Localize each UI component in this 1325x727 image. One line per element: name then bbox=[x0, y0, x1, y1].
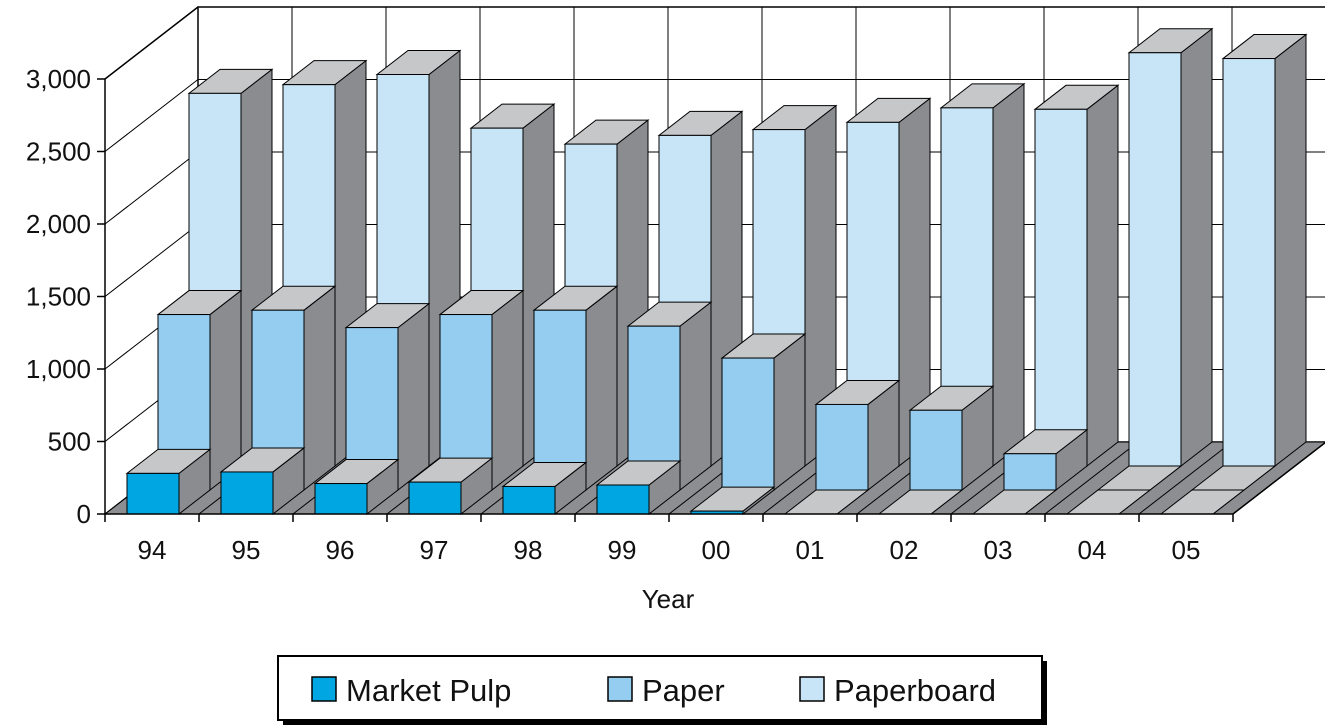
x-tick-label: 96 bbox=[326, 535, 355, 565]
bar-side bbox=[1086, 84, 1119, 468]
bar bbox=[908, 385, 995, 492]
bar bbox=[1002, 428, 1089, 492]
y-tick-label: 500 bbox=[48, 427, 91, 457]
bar-front bbox=[1003, 453, 1057, 491]
bar bbox=[407, 457, 494, 516]
x-tick-label: 95 bbox=[232, 535, 261, 565]
bar-front bbox=[815, 403, 869, 491]
floor-grid-line bbox=[1044, 441, 1139, 515]
legend-box bbox=[277, 655, 1043, 721]
x-tick-label: 01 bbox=[796, 535, 825, 565]
x-axis-title: Year bbox=[642, 584, 695, 614]
x-tick-label: 94 bbox=[138, 535, 167, 565]
bar-side bbox=[397, 302, 430, 492]
bar-front bbox=[1222, 58, 1276, 467]
x-tick-label: 05 bbox=[1172, 535, 1201, 565]
legend-item: Paperboard bbox=[799, 673, 996, 708]
bar-front bbox=[596, 484, 650, 515]
bar-side bbox=[585, 285, 618, 492]
legend-label: Market Pulp bbox=[346, 673, 511, 708]
bar-front bbox=[909, 409, 963, 491]
bar bbox=[125, 448, 212, 516]
bar-front bbox=[1034, 108, 1088, 467]
bar-side bbox=[1180, 27, 1213, 468]
bar-side bbox=[992, 82, 1025, 468]
bar bbox=[814, 379, 901, 492]
bar-side bbox=[491, 289, 524, 492]
bar-front bbox=[220, 471, 274, 515]
legend-swatch bbox=[799, 676, 825, 702]
x-tick-label: 97 bbox=[420, 535, 449, 565]
bar-side bbox=[773, 333, 806, 492]
grid-line-side bbox=[104, 79, 199, 152]
x-tick-label: 00 bbox=[702, 535, 731, 565]
bar-side bbox=[1274, 33, 1307, 468]
grid-line-side bbox=[104, 151, 199, 225]
bar-front bbox=[533, 309, 587, 491]
side-wall-edge bbox=[104, 6, 199, 80]
bar bbox=[438, 289, 525, 492]
bar-front bbox=[721, 357, 775, 491]
legend-label: Paper bbox=[642, 673, 725, 708]
x-tick-label: 02 bbox=[890, 535, 919, 565]
y-tick-label: 2,000 bbox=[26, 209, 91, 239]
bar-front bbox=[502, 485, 556, 515]
floor-front-edge bbox=[1232, 441, 1325, 515]
y-tick-label: 2,500 bbox=[26, 137, 91, 167]
legend-swatch bbox=[311, 676, 337, 702]
bar bbox=[1127, 27, 1214, 468]
legend: Market Pulp Paper Paperboard bbox=[277, 655, 1047, 725]
bar-front bbox=[1128, 52, 1182, 467]
y-tick-label: 1,000 bbox=[26, 354, 91, 384]
legend-item: Paper bbox=[607, 673, 725, 708]
chart-bars bbox=[125, 27, 1308, 516]
floor-grid-line bbox=[1138, 441, 1233, 515]
bar bbox=[532, 285, 619, 492]
bar-front bbox=[408, 481, 462, 515]
y-tick-label: 1,500 bbox=[26, 282, 91, 312]
bar-front bbox=[126, 472, 180, 515]
y-tick-label: 0 bbox=[77, 499, 91, 529]
bar bbox=[1221, 33, 1308, 468]
bar-side bbox=[303, 285, 336, 492]
bar bbox=[501, 461, 588, 516]
legend-label: Paperboard bbox=[834, 673, 996, 708]
legend-swatch bbox=[607, 676, 633, 702]
bar-front bbox=[314, 483, 368, 515]
x-tick-label: 98 bbox=[514, 535, 543, 565]
bar bbox=[1033, 84, 1120, 468]
bar-side bbox=[679, 301, 712, 492]
bar bbox=[313, 458, 400, 516]
x-tick-label: 99 bbox=[608, 535, 637, 565]
bar bbox=[219, 446, 306, 516]
bar bbox=[689, 486, 776, 516]
legend-item: Market Pulp bbox=[311, 673, 511, 708]
y-tick-label: 3,000 bbox=[26, 64, 91, 94]
bar bbox=[720, 333, 807, 492]
x-tick-label: 03 bbox=[984, 535, 1013, 565]
bar bbox=[595, 459, 682, 516]
x-tick-label: 04 bbox=[1078, 535, 1107, 565]
grid-line-side bbox=[104, 224, 199, 297]
